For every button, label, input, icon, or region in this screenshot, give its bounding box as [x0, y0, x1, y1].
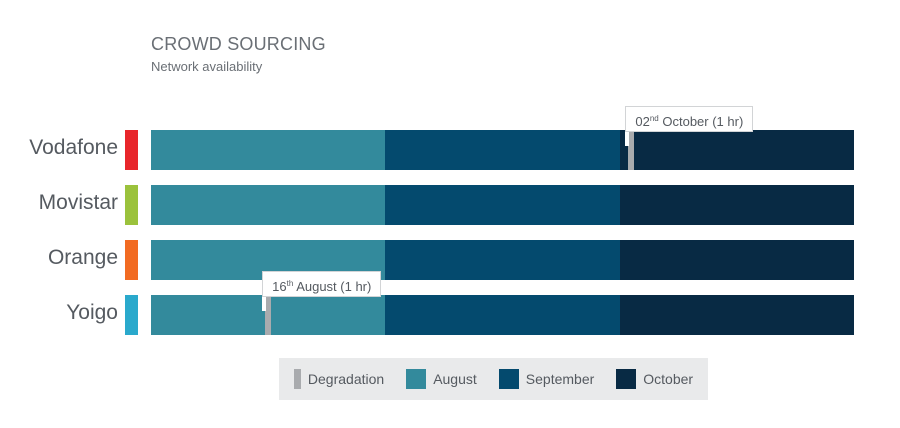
- operator-swatch-orange: [125, 240, 138, 280]
- chart-subtitle: Network availability: [151, 59, 263, 74]
- bar-segment-orange-october: [619, 240, 854, 280]
- legend-label-august: August: [433, 371, 477, 387]
- callout-text: October (1 hr): [658, 114, 744, 129]
- bar-segment-yoigo-october: [619, 295, 854, 335]
- legend: Degradation August September October: [279, 358, 708, 400]
- operator-swatch-movistar: [125, 185, 138, 225]
- operator-swatch-yoigo: [125, 295, 138, 335]
- legend-item-degradation: Degradation: [293, 369, 385, 389]
- row-orange: Orange: [0, 240, 900, 280]
- row-movistar: Movistar: [0, 185, 900, 225]
- legend-item-august: August: [406, 369, 477, 389]
- bar-segment-movistar-october: [619, 185, 854, 225]
- availability-bar-yoigo: [151, 295, 854, 335]
- callout-stem-yoigo: [262, 285, 267, 311]
- callout-day-suffix: th: [286, 279, 294, 288]
- operator-label-movistar: Movistar: [38, 191, 118, 214]
- availability-bar-vodafone: [151, 130, 854, 170]
- degradation-callout-yoigo: 16th August (1 hr): [262, 271, 382, 297]
- legend-label-degradation: Degradation: [307, 371, 385, 387]
- operator-label-orange: Orange: [47, 246, 118, 269]
- legend-item-october: October: [616, 369, 693, 389]
- degradation-marker-yoigo: [265, 295, 272, 335]
- degradation-marker-vodafone: [628, 130, 635, 170]
- callout-stem-vodafone: [625, 120, 630, 146]
- bar-segment-vodafone-october: [619, 130, 854, 170]
- legend-swatch-august: [406, 369, 427, 389]
- callout-day: 16: [272, 279, 287, 294]
- chart-title: CROWD SOURCING: [151, 34, 326, 54]
- legend-label-september: September: [525, 371, 595, 387]
- operator-swatch-vodafone: [125, 130, 138, 170]
- callout-day-suffix: nd: [649, 114, 659, 123]
- bar-segment-vodafone-september: [385, 130, 620, 170]
- availability-bar-orange: [151, 240, 854, 280]
- callout-day: 02: [635, 114, 650, 129]
- legend-item-september: September: [498, 369, 595, 389]
- row-vodafone: Vodafone: [0, 130, 900, 170]
- degradation-callout-vodafone: 02nd October (1 hr): [625, 106, 754, 132]
- legend-swatch-degradation: [293, 369, 301, 389]
- availability-bar-movistar: [151, 185, 854, 225]
- legend-swatch-september: [498, 369, 519, 389]
- operator-label-yoigo: Yoigo: [66, 301, 118, 324]
- bar-segment-movistar-august: [151, 185, 386, 225]
- legend-label-october: October: [643, 371, 694, 387]
- bar-segment-yoigo-september: [385, 295, 620, 335]
- legend-swatch-october: [616, 369, 637, 389]
- callout-text: August (1 hr): [293, 279, 372, 294]
- operator-label-vodafone: Vodafone: [29, 136, 118, 159]
- row-yoigo: Yoigo: [0, 295, 900, 335]
- bar-segment-movistar-september: [385, 185, 620, 225]
- bar-segment-vodafone-august: [151, 130, 386, 170]
- bar-segment-orange-september: [385, 240, 620, 280]
